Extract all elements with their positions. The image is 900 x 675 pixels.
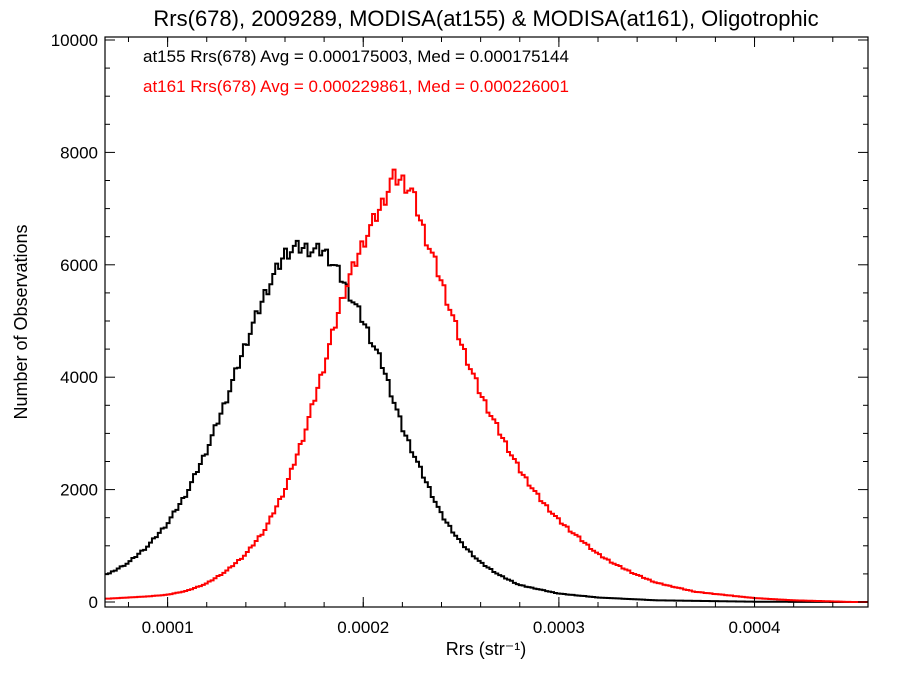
y-tick-label: 6000 (60, 256, 98, 275)
x-tick-label: 0.0003 (533, 618, 585, 637)
x-tick-label: 0.0001 (142, 618, 194, 637)
series-layer (105, 168, 868, 603)
series-at161 (105, 168, 868, 603)
y-axis-label: Number of Observations (11, 224, 31, 419)
y-tick-label: 2000 (60, 481, 98, 500)
x-axis-label: Rrs (str⁻¹) (446, 639, 526, 659)
series-at155 (105, 239, 868, 603)
y-tick-label: 8000 (60, 143, 98, 162)
legend-at161: at161 Rrs(678) Avg = 0.000229861, Med = … (143, 77, 569, 96)
legend-at155: at155 Rrs(678) Avg = 0.000175003, Med = … (143, 47, 569, 66)
x-tick-label: 0.0004 (729, 618, 781, 637)
plot-frame (104, 36, 869, 608)
y-axis: 0 2000 4000 6000 8000 10000 (51, 31, 868, 612)
chart-title: Rrs(678), 2009289, MODISA(at155) & MODIS… (153, 6, 818, 31)
y-tick-label: 4000 (60, 368, 98, 387)
x-axis: 0.0001 0.0002 0.0003 0.0004 (127, 37, 834, 637)
y-tick-label: 10000 (51, 31, 98, 50)
x-tick-label: 0.0002 (337, 618, 389, 637)
y-tick-label: 0 (89, 593, 98, 612)
